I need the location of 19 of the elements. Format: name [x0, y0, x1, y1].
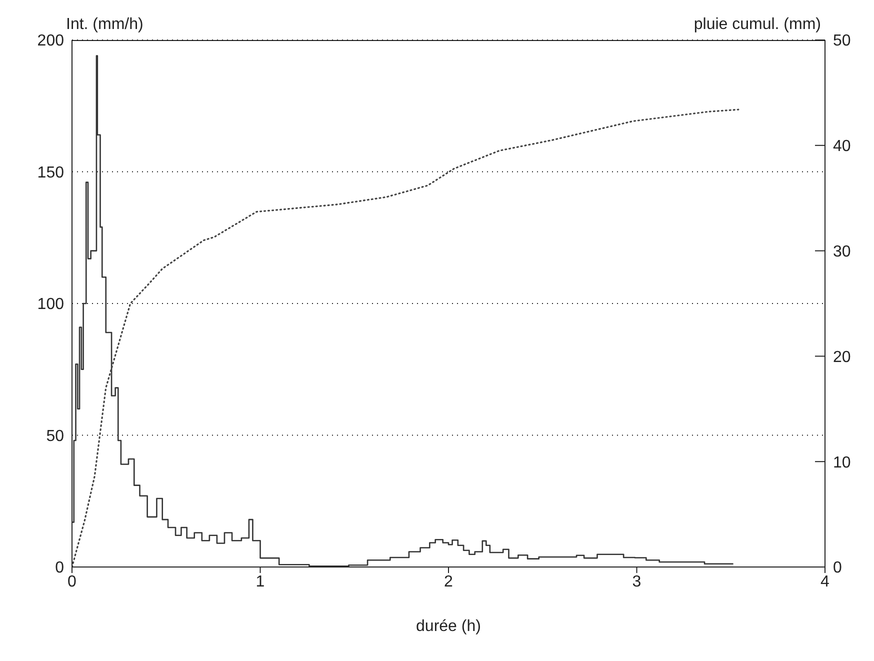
x-tick-label: 2 — [444, 573, 454, 590]
y-tick-label: 0 — [55, 560, 64, 577]
x-tick-label: 3 — [632, 573, 642, 590]
x-tick-label: 1 — [256, 573, 265, 590]
x-tick-label: 4 — [820, 573, 830, 590]
y-tick-label: 50 — [46, 428, 64, 445]
y-tick-label: 100 — [37, 296, 64, 314]
y2-tick-label: 0 — [833, 560, 842, 577]
y-tick-label: 150 — [37, 164, 64, 182]
y2-axis-title: pluie cumul. (mm) — [694, 16, 821, 34]
y2-tick-label: 10 — [833, 454, 851, 472]
y2-tick-label: 40 — [833, 138, 851, 156]
x-axis-title: durée (h) — [415, 618, 482, 636]
y2-tick-label: 30 — [833, 243, 851, 260]
x-tick-label: 0 — [68, 573, 77, 590]
y-axis-title: Int. (mm/h) — [66, 16, 144, 34]
y2-tick-label: 50 — [833, 32, 851, 50]
y2-tick-label: 20 — [833, 348, 851, 366]
y-tick-label: 200 — [37, 32, 64, 50]
